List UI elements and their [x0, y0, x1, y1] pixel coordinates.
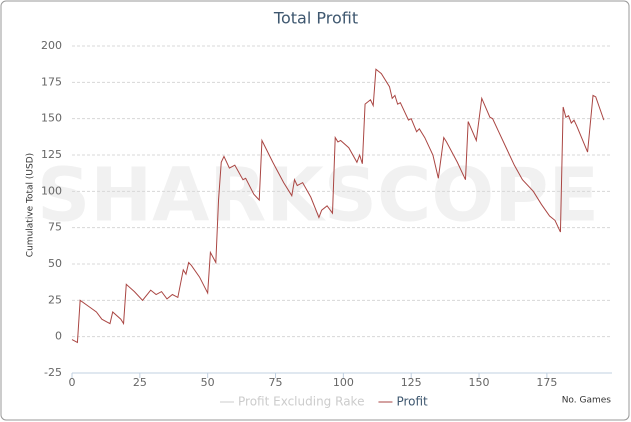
legend-label: Profit Excluding Rake: [238, 395, 364, 409]
y-tick-label: 50: [48, 257, 62, 270]
y-tick-label: 125: [41, 148, 62, 161]
x-axis-title: No. Games: [562, 396, 612, 406]
x-tick-label: 175: [536, 376, 557, 389]
y-tick-label: 100: [41, 184, 62, 197]
x-tick-label: 100: [333, 376, 354, 389]
watermark: SHARKSCOPE: [37, 153, 599, 239]
x-tick-label: 75: [269, 376, 283, 389]
y-tick-label: -25: [44, 366, 62, 379]
x-tick-label: 25: [133, 376, 147, 389]
y-axis-title: Cumulative Total (USD): [26, 153, 36, 257]
x-tick-label: 50: [201, 376, 215, 389]
y-tick-label: 175: [41, 75, 62, 88]
line: [71, 68, 605, 344]
y-tick-label: 25: [48, 293, 62, 306]
y-tick-label: 150: [41, 112, 62, 125]
x-tick-label: 150: [469, 376, 490, 389]
x-tick-label: 0: [69, 376, 76, 389]
y-tick-label: 0: [55, 330, 62, 343]
x-tick-label: 125: [401, 376, 422, 389]
chart-title: Total Profit: [273, 9, 358, 28]
y-tick-label: 200: [41, 39, 62, 52]
y-tick-label: 75: [48, 221, 62, 234]
legend-label: Profit: [396, 395, 428, 409]
